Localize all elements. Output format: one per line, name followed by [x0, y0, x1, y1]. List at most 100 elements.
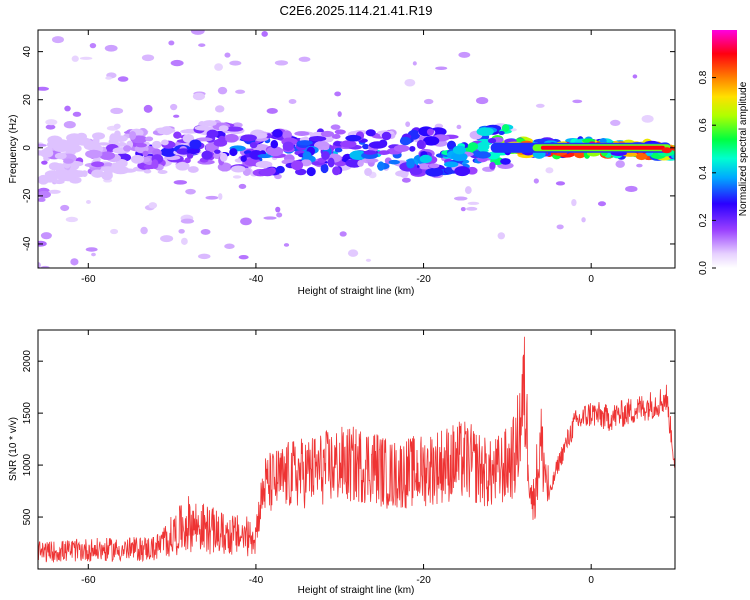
heatmap-blob	[151, 159, 159, 170]
heatmap-blob	[599, 137, 607, 145]
heatmap-y-label: Frequency (Hz)	[8, 115, 19, 184]
heatmap-blob	[401, 177, 411, 183]
heatmap-blob	[238, 254, 249, 260]
heatmap-blob	[55, 167, 64, 172]
heatmap-blob	[261, 30, 268, 37]
heatmap-blob	[170, 59, 184, 67]
heatmap-blob	[101, 166, 115, 171]
heatmap-blob	[365, 258, 372, 262]
heatmap-blob	[466, 206, 478, 211]
heatmap-blob	[195, 137, 213, 142]
heatmap-blob	[381, 131, 392, 141]
x-tick-label: -60	[81, 575, 96, 586]
heatmap-blob	[117, 142, 127, 147]
heatmap-blob	[113, 123, 121, 129]
heatmap-blob	[142, 150, 149, 157]
heatmap-blob	[104, 44, 118, 52]
heatmap-blob	[198, 43, 206, 47]
colorbar-tick-label: 0.8	[698, 70, 709, 84]
heatmap-blob	[388, 159, 400, 165]
x-tick-label: -40	[249, 575, 264, 586]
snr-y-label: SNR (10 * v/v)	[8, 417, 19, 481]
heatmap-blob	[217, 86, 228, 95]
heatmap-blob	[161, 139, 169, 146]
colorbar-tick-label: 0.2	[698, 213, 709, 227]
heatmap-blob	[419, 154, 433, 164]
heatmap-blob	[218, 135, 226, 143]
heatmap-blob	[295, 168, 307, 176]
heatmap-blob	[339, 231, 347, 237]
heatmap-blob	[187, 166, 199, 173]
heatmap-blob	[443, 161, 459, 168]
heatmap-blob	[105, 76, 112, 80]
heatmap-blob	[143, 169, 152, 174]
heatmap-blob	[282, 130, 292, 140]
heatmap-blob	[263, 216, 277, 220]
y-tick-label: 2000	[22, 350, 33, 373]
heatmap-blob	[40, 265, 50, 268]
heatmap-blob	[635, 152, 648, 161]
heatmap-blob	[65, 216, 78, 223]
heatmap-blob	[110, 228, 119, 235]
y-tick-label: 40	[22, 46, 33, 58]
heatmap-blob	[636, 163, 643, 168]
heatmap-blob	[175, 161, 190, 171]
heatmap-blob	[364, 168, 373, 177]
heatmap-blob	[501, 124, 510, 132]
heatmap-blob	[224, 52, 231, 58]
heatmap-blob	[405, 121, 411, 127]
heatmap-blob	[240, 217, 252, 226]
y-tick-label: 1000	[22, 454, 33, 477]
heatmap-blob	[498, 130, 505, 135]
heatmap-blob	[238, 183, 247, 189]
heatmap-blob	[298, 56, 311, 62]
heatmap-blob	[476, 127, 494, 137]
heatmap-blob	[321, 151, 330, 160]
heatmap-blob	[45, 119, 58, 126]
heatmap-x-ticks: -60 -40 -20 0	[81, 30, 594, 285]
heatmap-blob	[121, 168, 137, 173]
heatmap-blob	[186, 148, 200, 155]
heatmap-blob	[571, 198, 577, 207]
heatmap-blob	[192, 92, 206, 101]
y-tick-label: 1500	[22, 402, 33, 425]
heatmap-blob	[38, 190, 51, 199]
heatmap-blob	[219, 152, 228, 162]
colorbar-label: Normalized spectral amplitude	[738, 81, 749, 216]
heatmap-blob	[409, 167, 423, 175]
heatmap-blob	[276, 212, 283, 218]
heatmap-blob	[218, 193, 223, 201]
ridge-core	[540, 145, 665, 150]
heatmap-blob	[79, 56, 93, 60]
y-tick-label: 20	[22, 94, 33, 106]
y-tick-label: -40	[22, 236, 33, 251]
heatmap-marks	[38, 30, 675, 268]
heatmap-blob	[300, 159, 312, 167]
heatmap-blob	[362, 143, 370, 150]
heatmap-blob	[399, 136, 412, 146]
heatmap-blob	[393, 144, 410, 153]
heatmap-blob	[180, 129, 197, 134]
heatmap-blob	[597, 201, 607, 207]
heatmap-blob	[475, 97, 489, 105]
heatmap-blob	[160, 147, 178, 157]
heatmap-blob	[91, 169, 104, 178]
heatmap-blob	[85, 247, 98, 252]
heatmap-blob	[229, 148, 238, 157]
heatmap-blob	[272, 129, 283, 138]
heatmap-blob	[38, 86, 49, 91]
heatmap-blob	[63, 121, 76, 129]
heatmap-blob	[170, 103, 178, 111]
heatmap-blob	[99, 151, 116, 160]
heatmap-blob	[189, 139, 202, 150]
heatmap-blob	[556, 224, 564, 230]
heatmap-blob	[38, 151, 47, 156]
heatmap-blob	[456, 124, 462, 130]
heatmap-blob	[178, 228, 185, 234]
heatmap-blob	[266, 107, 278, 114]
colorbar	[712, 30, 737, 268]
x-tick-label: -20	[416, 575, 431, 586]
heatmap-blob	[365, 129, 376, 137]
heatmap-blob	[257, 153, 272, 159]
